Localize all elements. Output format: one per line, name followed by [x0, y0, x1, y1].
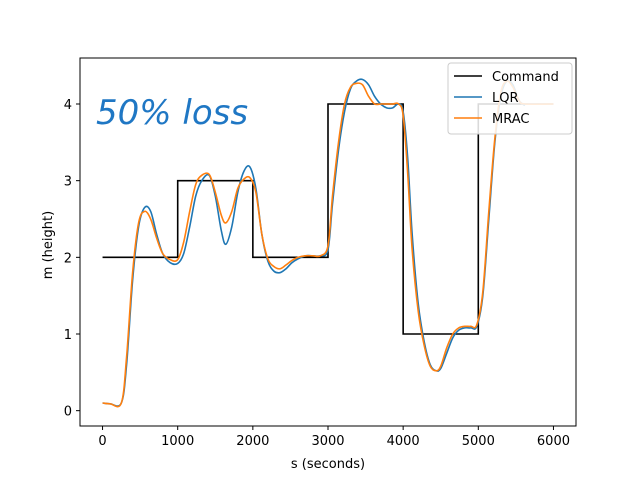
x-tick-label: 0 [98, 434, 106, 449]
x-tick-label: 2000 [236, 434, 269, 449]
x-axis: 0 1000 2000 3000 4000 5000 6000 [98, 426, 570, 449]
x-tick-label: 3000 [311, 434, 344, 449]
y-axis-label: m (height) [41, 211, 56, 279]
legend-label: LQR [492, 91, 519, 106]
x-tick-label: 1000 [161, 434, 194, 449]
series-layer [102, 78, 554, 408]
axes-frame [79, 57, 577, 427]
series-line-mrac [102, 80, 554, 408]
series-line-command [102, 103, 554, 335]
y-tick-label: 2 [64, 251, 72, 266]
legend: Command LQR MRAC [447, 62, 573, 135]
x-axis-label: s (seconds) [291, 457, 365, 472]
handwritten-annotation: 50% loss [96, 93, 248, 133]
y-tick-label: 0 [64, 405, 72, 420]
x-tick-label: 4000 [387, 434, 420, 449]
series-line-lqr [102, 78, 526, 407]
y-tick-label: 1 [64, 328, 72, 343]
legend-label: Command [492, 70, 559, 85]
legend-label: MRAC [492, 112, 529, 127]
y-tick-label: 3 [64, 175, 72, 190]
x-tick-label: 6000 [537, 434, 570, 449]
x-tick-label: 5000 [462, 434, 495, 449]
y-tick-label: 4 [64, 98, 72, 113]
y-axis: 0 1 2 3 4 [64, 98, 80, 420]
legend-box [447, 62, 573, 135]
